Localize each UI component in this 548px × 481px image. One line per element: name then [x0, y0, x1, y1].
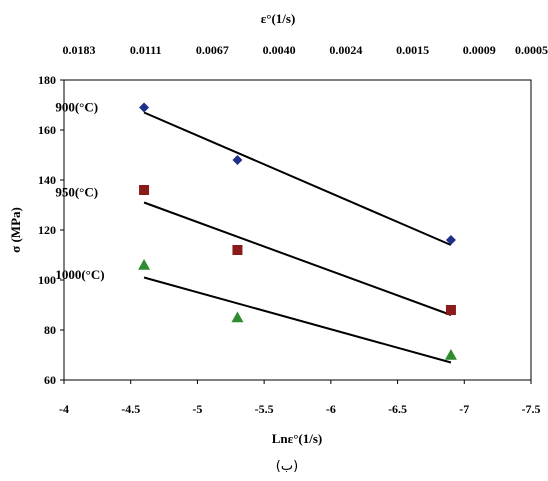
x-tick-label: -4 [59, 402, 69, 416]
series-label: 1000(°C) [55, 267, 104, 282]
x2-tick-label: 0.0111 [130, 43, 162, 57]
data-point-diamond [139, 102, 150, 113]
x-axis-title: Lnε°(1/s) [272, 431, 322, 446]
y-tick-label: 60 [44, 373, 56, 387]
series-2: 1000(°C) [55, 259, 457, 364]
x2-tick-label: 0.0024 [329, 43, 362, 57]
y-axis-ticks: 60 80 100 120 140 160 180 [38, 73, 64, 387]
x2-tick-label: 0.0040 [263, 43, 296, 57]
x2-tick-label: 0.0015 [396, 43, 429, 57]
x2-tick-label: 0.0009 [463, 43, 496, 57]
y-tick-label: 120 [38, 223, 56, 237]
x-tick-label: -7 [459, 402, 469, 416]
y-tick-label: 80 [44, 323, 56, 337]
trend-line [143, 111, 452, 246]
x2-axis-title: ε°(1/s) [261, 11, 296, 26]
data-point-triangle [138, 259, 151, 270]
data-point-square [445, 305, 456, 315]
x-tick-label: -4.5 [121, 402, 140, 416]
data-point-triangle [444, 349, 457, 360]
data-point-square [232, 245, 243, 255]
x-axis-ticks: -4 -4.5 -5 -5.5 -6 -6.5 -7 -7.5 [59, 380, 541, 416]
data-point-square [139, 185, 150, 195]
x-tick-label: -6.5 [388, 402, 407, 416]
x2-tick-label: 0.0005 [515, 43, 548, 57]
data-point-diamond [232, 155, 243, 165]
trend-line [143, 276, 452, 364]
series-0: 900(°C) [55, 100, 456, 246]
series-label: 950(°C) [55, 185, 98, 200]
data-point-diamond [445, 235, 456, 245]
series-label: 900(°C) [55, 100, 98, 115]
x-tick-label: -5 [192, 402, 202, 416]
y-tick-label: 140 [38, 173, 56, 187]
y-tick-label: 180 [38, 73, 56, 87]
x-tick-label: -5.5 [255, 402, 274, 416]
x-tick-label: -7.5 [522, 402, 541, 416]
x2-tick-label: 0.0067 [196, 43, 229, 57]
trend-line [143, 201, 452, 316]
y-axis-title: σ (MPa) [8, 207, 23, 253]
y-tick-label: 100 [38, 273, 56, 287]
series-layer: 900(°C) 950(°C) 1000(°C) [55, 100, 457, 364]
series-1: 950(°C) [55, 185, 456, 316]
x2-tick-labels: 0.0183 0.0111 0.0067 0.0040 0.0024 0.0015 0.00… [63, 43, 548, 57]
figure-caption: (ب) [276, 459, 298, 474]
x2-tick-label: 0.0183 [63, 43, 96, 57]
plot-area [63, 79, 532, 381]
x-tick-label: -6 [326, 402, 336, 416]
data-point-triangle [231, 311, 244, 323]
y-tick-label: 160 [38, 123, 56, 137]
